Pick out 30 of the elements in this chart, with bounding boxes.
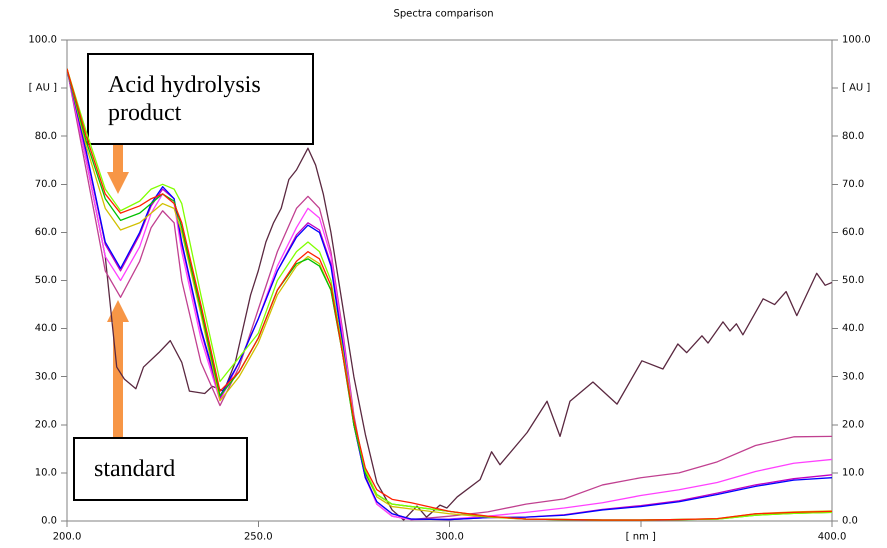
y-tick-label: 20.0 xyxy=(34,419,57,430)
x-tick-label: [ nm ] xyxy=(626,532,656,543)
y2-tick-label: 70.0 xyxy=(842,178,864,190)
y-tick-label: 50.0 xyxy=(34,275,57,286)
y2-tick-label: 100.0 xyxy=(842,34,871,46)
annotation: Acid hydrolysis product xyxy=(108,72,261,126)
x-tick-label: 400.0 xyxy=(818,532,846,543)
y2-tick-label: 60.0 xyxy=(842,226,864,238)
y-tick-label: 40.0 xyxy=(34,323,57,334)
y-tick-label: 0.0 xyxy=(41,516,57,527)
x-tick-label: 250.0 xyxy=(244,532,273,543)
y2-tick-label: 30.0 xyxy=(842,371,864,382)
y-tick-label: 80.0 xyxy=(34,130,57,142)
y2-tick-label: 50.0 xyxy=(842,275,864,286)
y2-tick-label: 40.0 xyxy=(842,323,864,334)
y-tick-label: 70.0 xyxy=(34,178,57,190)
annotation: standard xyxy=(94,456,176,482)
chart-title: Spectra comparison xyxy=(393,8,494,20)
y-tick-label: [ AU ] xyxy=(28,82,58,94)
x-tick-label: 300.0 xyxy=(435,532,464,543)
y2-tick-label: 0.0 xyxy=(842,516,858,527)
x-tick-label: 200.0 xyxy=(52,532,82,543)
y-tick-label: 30.0 xyxy=(34,371,57,382)
y2-tick-label: 80.0 xyxy=(842,130,864,142)
y2-tick-label: 10.0 xyxy=(842,467,864,478)
y-tick-label: 100.0 xyxy=(28,34,57,46)
y-tick-label: 60.0 xyxy=(34,226,57,238)
y2-tick-label: [ AU ] xyxy=(842,82,870,94)
y2-tick-label: 20.0 xyxy=(842,419,864,430)
y-tick-label: 10.0 xyxy=(34,467,57,478)
